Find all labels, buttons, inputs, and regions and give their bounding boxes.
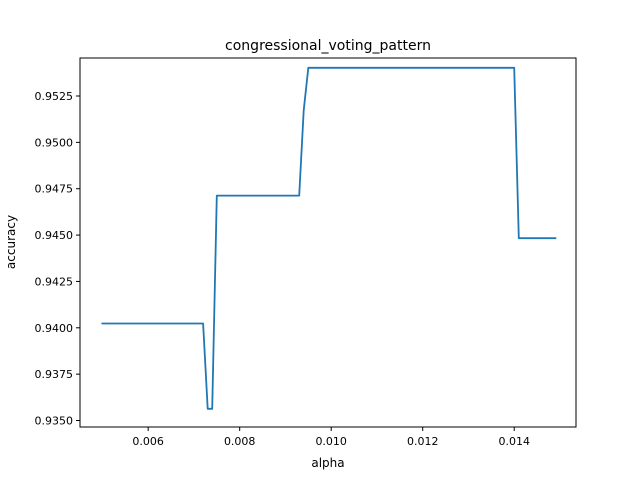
x-tick-label: 0.014: [498, 435, 530, 448]
series-line: [101, 66, 557, 410]
y-tick-label: 0.9400: [35, 322, 74, 335]
x-tick-label: 0.006: [132, 435, 164, 448]
chart-title: congressional_voting_pattern: [225, 38, 431, 54]
series-group: [101, 66, 557, 410]
y-tick-label: 0.9425: [35, 275, 74, 288]
x-tick-label: 0.010: [315, 435, 347, 448]
y-tick-label: 0.9525: [35, 90, 74, 103]
x-axis-label: alpha: [311, 456, 344, 470]
x-tick-label: 0.012: [407, 435, 439, 448]
y-axis-ticks: 0.9350 0.9375 0.9400 0.9425 0.9450 0.9475 0.95…: [35, 90, 80, 428]
y-tick-label: 0.9500: [35, 136, 74, 149]
y-tick-label: 0.9475: [35, 183, 74, 196]
x-axis-ticks: 0.006 0.008 0.010 0.012 0.014: [132, 427, 530, 448]
y-tick-label: 0.9375: [35, 368, 74, 381]
y-axis-label: accuracy: [4, 215, 18, 269]
plot-frame: [79, 57, 577, 428]
x-tick-label: 0.008: [224, 435, 256, 448]
y-tick-label: 0.9450: [35, 229, 74, 242]
y-tick-label: 0.9350: [35, 415, 74, 428]
